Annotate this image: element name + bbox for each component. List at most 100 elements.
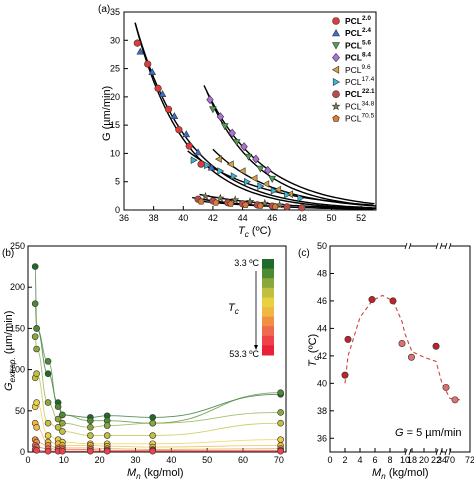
data-point — [283, 203, 291, 211]
colorbar-segment — [262, 268, 274, 279]
y-tick-label: 36 — [317, 433, 327, 443]
x-tick-label: 46 — [267, 213, 277, 223]
data-point — [398, 340, 406, 348]
data-point — [256, 165, 265, 173]
axis-break-mark — [444, 242, 448, 250]
data-point — [407, 353, 415, 361]
legend-marker — [331, 101, 341, 111]
x-tick-label: 30 — [130, 455, 140, 465]
panel-b: 0 10 20 30 40 50 60 70 0 50 100 150 200 250(b) Mn (kg/… — [2, 241, 287, 481]
axis-break-mark — [435, 242, 439, 250]
x-tick-label: 0 — [25, 455, 30, 465]
data-point — [149, 432, 156, 439]
data-point — [216, 193, 225, 202]
legend-marker — [331, 42, 341, 50]
data-point — [197, 160, 205, 168]
data-point — [204, 161, 211, 170]
data-point — [240, 142, 248, 152]
fit-curve — [134, 22, 377, 209]
data-point — [33, 370, 40, 378]
data-point — [44, 419, 52, 427]
data-point — [149, 419, 156, 427]
axis-break-gap — [446, 243, 450, 249]
legend-marker — [332, 52, 340, 63]
data-point — [33, 399, 40, 406]
data-point — [217, 167, 225, 175]
y-tick-label: 200 — [10, 282, 25, 292]
colorbar-segment — [262, 345, 274, 356]
data-point — [228, 128, 236, 138]
data-point — [170, 112, 179, 119]
data-point — [257, 182, 265, 191]
data-point — [220, 123, 229, 131]
data-point — [277, 447, 284, 455]
x-tick-label: 42 — [208, 213, 218, 223]
x-axis-label: Mn (kg/mol) — [127, 467, 184, 481]
data-point — [33, 423, 40, 431]
y-tick-label: 42 — [317, 351, 327, 361]
data-point — [226, 160, 234, 169]
data-point — [44, 399, 52, 406]
panel-a: 36 38 40 42 44 46 48 50 52 0 5 10 15 20 25 30 35(a) Tc (º… — [98, 4, 377, 239]
data-point — [59, 411, 66, 419]
y-tick-label: 46 — [317, 296, 327, 306]
data-point — [31, 300, 39, 307]
data-point — [274, 185, 282, 194]
data-point — [230, 195, 240, 204]
x-tick-label: 4 — [357, 455, 362, 465]
data-point — [238, 167, 246, 175]
x-axis-label: Mn (kg/mol) — [372, 467, 429, 481]
y-tick-label: 50 — [15, 406, 25, 416]
x-tick-label: 70 — [274, 455, 284, 465]
data-point — [87, 423, 94, 431]
axis-break-gap — [406, 449, 410, 455]
data-point — [54, 415, 62, 423]
annotation: G = 5 µm/min — [395, 427, 462, 439]
y-tick-label: 25 — [110, 64, 120, 74]
data-point — [270, 186, 278, 195]
data-point — [33, 325, 40, 332]
data-point — [341, 371, 349, 379]
legend-label: PCL2.4 — [345, 27, 371, 38]
data-point — [277, 419, 284, 427]
y-tick-label: 10 — [110, 148, 120, 158]
data-point — [389, 297, 397, 305]
axis-break-mark — [444, 448, 448, 456]
x-tick-label: 36 — [119, 213, 129, 223]
axis-break-gap — [437, 243, 441, 249]
data-point — [245, 197, 255, 206]
data-point — [262, 180, 270, 188]
axis-break-mark — [408, 242, 412, 250]
data-point — [197, 197, 205, 205]
y-tick-label: 20 — [110, 92, 120, 102]
fit-curve — [34, 266, 281, 418]
data-point — [133, 39, 141, 47]
data-point — [207, 163, 216, 171]
colorbar-arrowhead — [254, 345, 258, 350]
data-point — [260, 198, 270, 207]
data-point — [201, 191, 210, 201]
data-point — [59, 428, 66, 435]
x-tick-label: 10 — [400, 455, 410, 465]
y-tick-label: 50 — [317, 241, 327, 251]
data-point — [154, 84, 162, 92]
y-tick-label: 30 — [110, 35, 120, 45]
fit-curve — [35, 439, 281, 450]
data-point — [209, 106, 217, 114]
x-tick-label: 50 — [202, 455, 212, 465]
data-point — [44, 358, 52, 365]
data-point — [87, 417, 94, 424]
data-point — [264, 165, 272, 175]
data-point — [432, 342, 440, 350]
legend-marker — [332, 90, 340, 98]
data-point — [164, 105, 173, 113]
data-point — [87, 447, 94, 455]
data-point — [298, 204, 306, 212]
x-tick-label: 40 — [178, 213, 188, 223]
panel-label: (c) — [298, 248, 310, 259]
y-tick-label: 38 — [317, 406, 327, 416]
data-point — [451, 396, 459, 404]
x-tick-label: 40 — [166, 455, 176, 465]
x-tick-label: 18 — [407, 455, 417, 465]
